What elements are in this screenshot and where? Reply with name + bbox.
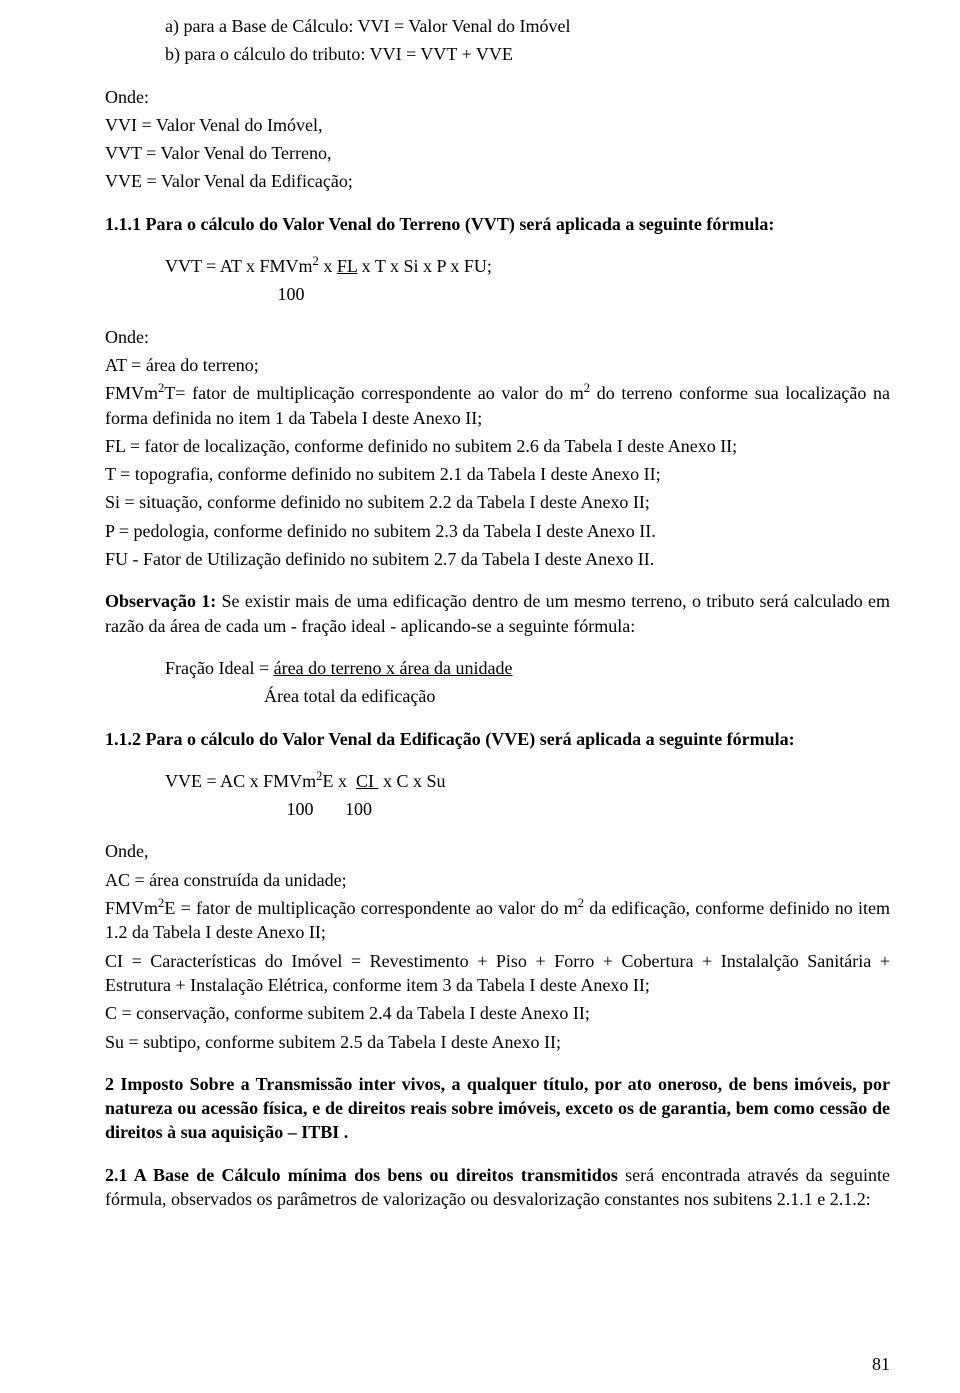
onde1-l2: VVT = Valor Venal do Terreno,: [105, 141, 890, 165]
page-number: 81: [872, 1354, 890, 1375]
section-112: 1.1.2 Para o cálculo do Valor Venal da E…: [105, 727, 890, 751]
section-111: 1.1.1 Para o cálculo do Valor Venal do T…: [105, 212, 890, 236]
s2-title: 2 Imposto Sobre a Transmissão inter vivo…: [105, 1072, 890, 1145]
s111-fm: FMVm2T= fator de multiplicação correspon…: [105, 381, 890, 430]
onde-block-1: Onde: VVI = Valor Venal do Imóvel, VVT =…: [105, 85, 890, 194]
s111-defs: Onde: AT = área do terreno; FMVm2T= fato…: [105, 325, 890, 572]
onde1-l3: VVE = Valor Venal da Edificação;: [105, 169, 890, 193]
obs1-f2: Área total da edificação: [165, 684, 890, 708]
s111-t: T = topografia, conforme definido no sub…: [105, 462, 890, 486]
s111-formula: VVT = AT x FMVm2 x FL x T x Si x P x FU;…: [105, 254, 890, 307]
s111-onde: Onde:: [105, 325, 890, 349]
onde-label: Onde:: [105, 85, 890, 109]
s111-title: 1.1.1 Para o cálculo do Valor Venal do T…: [105, 212, 890, 236]
section-21: 2.1 A Base de Cálculo mínima dos bens ou…: [105, 1163, 890, 1212]
s111-fl: FL = fator de localização, conforme defi…: [105, 434, 890, 458]
s112-f2: 100 100: [165, 797, 890, 821]
s21-text: 2.1 A Base de Cálculo mínima dos bens ou…: [105, 1163, 890, 1212]
s111-f2: 100: [165, 282, 890, 306]
s112-ac: AC = área construída da unidade;: [105, 868, 890, 892]
s111-si: Si = situação, conforme definido no subi…: [105, 490, 890, 514]
obs1-block: Observação 1: Se existir mais de uma edi…: [105, 589, 890, 638]
onde1-l1: VVI = Valor Venal do Imóvel,: [105, 113, 890, 137]
intro-block: a) para a Base de Cálculo: VVI = Valor V…: [105, 14, 890, 67]
obs1-f1: Fração Ideal = área do terreno x área da…: [165, 656, 890, 680]
s112-ci: CI = Características do Imóvel = Revesti…: [105, 949, 890, 998]
document-page: a) para a Base de Cálculo: VVI = Valor V…: [0, 0, 960, 1393]
intro-a: a) para a Base de Cálculo: VVI = Valor V…: [105, 14, 890, 38]
s112-onde: Onde,: [105, 839, 890, 863]
s112-fm: FMVm2E = fator de multiplicação correspo…: [105, 896, 890, 945]
s111-p: P = pedologia, conforme definido no subi…: [105, 519, 890, 543]
s111-f1: VVT = AT x FMVm2 x FL x T x Si x P x FU;: [165, 254, 890, 278]
section-2: 2 Imposto Sobre a Transmissão inter vivo…: [105, 1072, 890, 1145]
intro-b: b) para o cálculo do tributo: VVI = VVT …: [105, 42, 890, 66]
s112-formula: VVE = AC x FMVm2E x CI x C x Su 100 100: [105, 769, 890, 822]
s112-defs: Onde, AC = área construída da unidade; F…: [105, 839, 890, 1053]
s112-title: 1.1.2 Para o cálculo do Valor Venal da E…: [105, 727, 890, 751]
s111-at: AT = área do terreno;: [105, 353, 890, 377]
obs1-text: Observação 1: Se existir mais de uma edi…: [105, 589, 890, 638]
s112-su: Su = subtipo, conforme subitem 2.5 da Ta…: [105, 1030, 890, 1054]
s112-c: C = conservação, conforme subitem 2.4 da…: [105, 1001, 890, 1025]
s112-f1: VVE = AC x FMVm2E x CI x C x Su: [165, 769, 890, 793]
s111-fu: FU - Fator de Utilização definido no sub…: [105, 547, 890, 571]
obs1-formula: Fração Ideal = área do terreno x área da…: [105, 656, 890, 709]
